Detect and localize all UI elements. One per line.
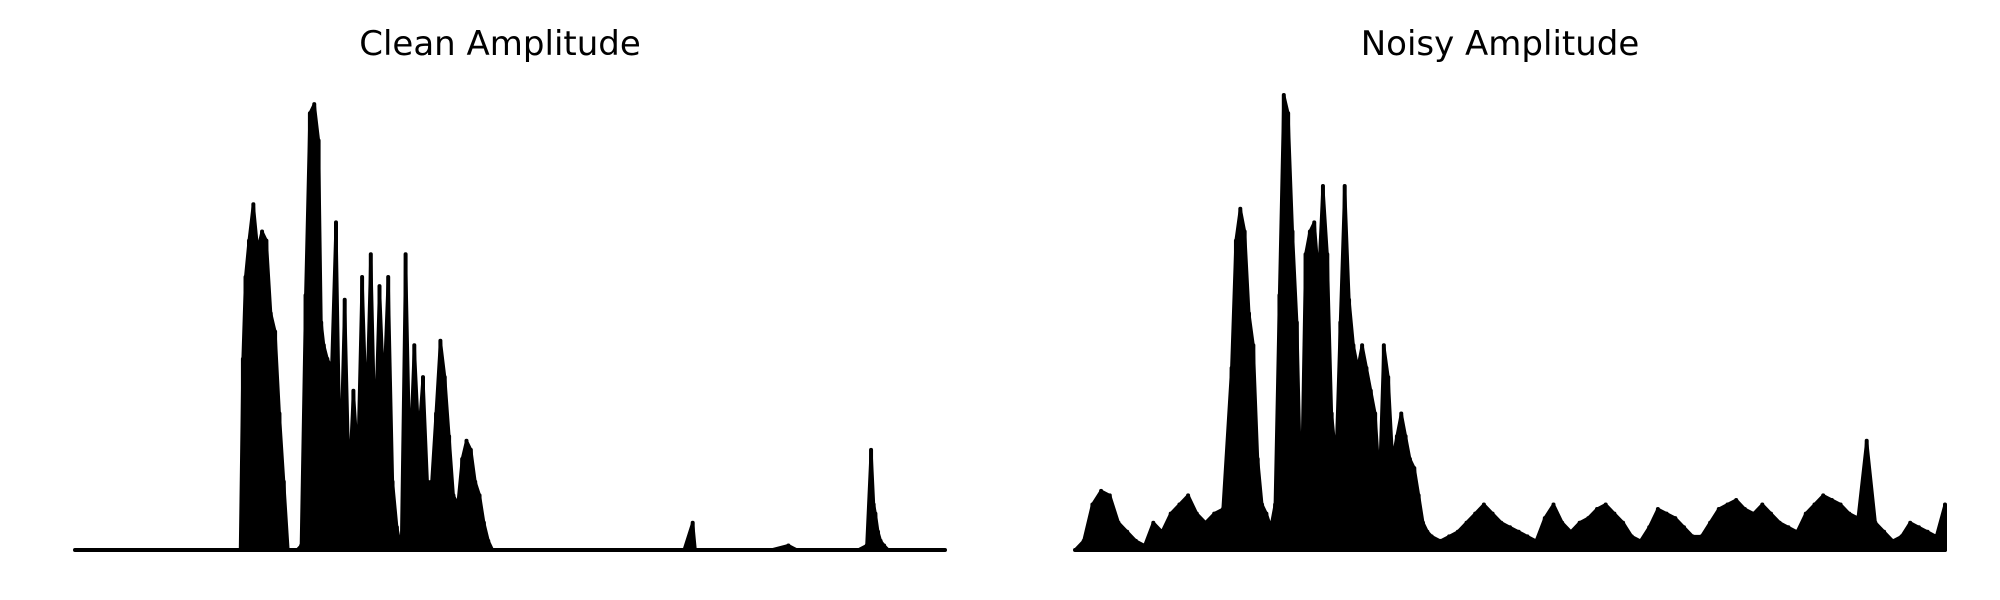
clean-amplitude-title: Clean Amplitude <box>359 24 641 64</box>
clean-amplitude-panel: Clean Amplitude <box>73 24 947 552</box>
noisy-amplitude-title: Noisy Amplitude <box>1360 24 1640 64</box>
noisy-amplitude-panel: Noisy Amplitude <box>1000 0 2000 600</box>
amplitude-envelope <box>1073 93 1947 552</box>
noisy-amplitude-chart <box>1073 93 1947 552</box>
clean-amplitude-chart <box>73 102 947 552</box>
amplitude-envelope <box>73 102 947 552</box>
